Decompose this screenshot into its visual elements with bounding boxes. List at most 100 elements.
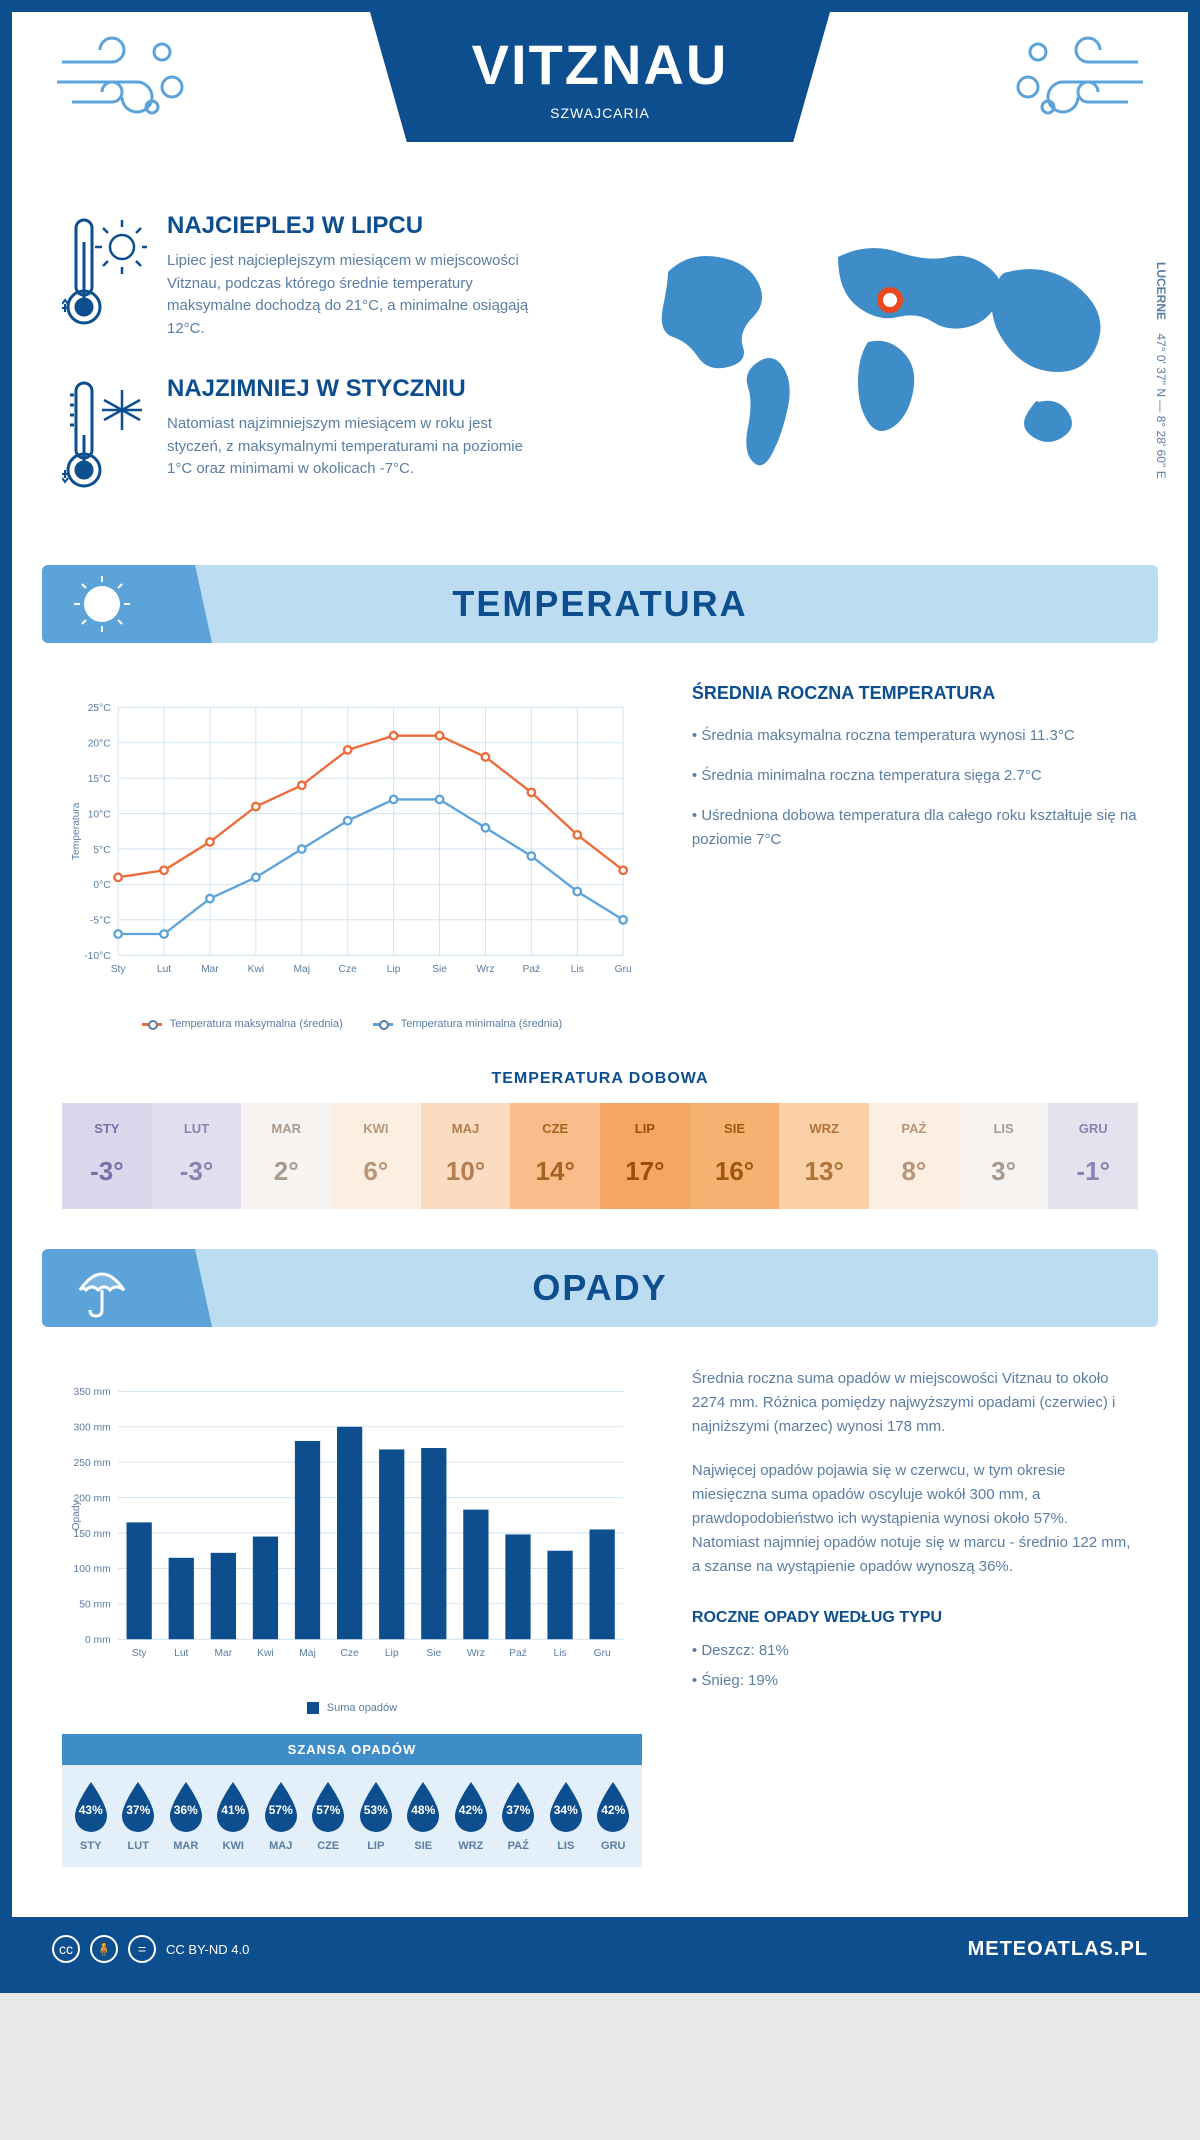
svg-text:Cze: Cze (340, 1648, 359, 1659)
facts-column: NAJCIEPLEJ W LIPCU Lipiec jest najcieple… (62, 212, 598, 535)
temp-bullet-0: • Średnia maksymalna roczna temperatura … (692, 724, 1138, 748)
drop-icon: 42% (449, 1780, 493, 1834)
chance-month: LIS (542, 1840, 590, 1852)
daily-value: 3° (959, 1144, 1049, 1199)
footer: cc 🧍 = CC BY-ND 4.0 METEOATLAS.PL (12, 1917, 1188, 1981)
coldest-text: NAJZIMNIEJ W STYCZNIU Natomiast najzimni… (167, 375, 547, 500)
sun-icon (42, 565, 212, 643)
daily-value: 17° (600, 1144, 690, 1199)
daily-month: LUT (152, 1113, 242, 1144)
daily-temp-title: TEMPERATURA DOBOWA (12, 1070, 1188, 1088)
svg-text:0°C: 0°C (93, 880, 111, 891)
daily-cell: CZE14° (510, 1103, 600, 1209)
temperature-header: TEMPERATURA (42, 565, 1158, 643)
by-type-rain: • Deszcz: 81% (692, 1639, 1138, 1663)
drop-icon: 57% (306, 1780, 350, 1834)
svg-text:Gru: Gru (615, 964, 632, 975)
precipitation-chart: 0 mm50 mm100 mm150 mm200 mm250 mm300 mm3… (62, 1367, 642, 1687)
chance-cell: 43% STY (67, 1780, 115, 1852)
chance-month: STY (67, 1840, 115, 1852)
daily-month: LIP (600, 1113, 690, 1144)
wind-icon (52, 32, 192, 127)
chance-value: 48% (411, 1803, 435, 1817)
temp-info-title: ŚREDNIA ROCZNA TEMPERATURA (692, 683, 1138, 704)
daily-value: 13° (779, 1144, 869, 1199)
temp-bullet-1: • Średnia minimalna roczna temperatura s… (692, 764, 1138, 788)
chance-row: 43% STY37%LUT36%MAR41% KWI 57% MAJ57%CZE53%L… (62, 1765, 642, 1867)
region-name: LUCERNE (1154, 262, 1168, 320)
daily-month: GRU (1048, 1113, 1138, 1144)
svg-text:Mar: Mar (215, 1648, 233, 1659)
license-text: CC BY-ND 4.0 (166, 1942, 249, 1957)
chance-month: GRU (590, 1840, 638, 1852)
chance-cell: 57%CZE (305, 1780, 353, 1852)
world-map (638, 212, 1138, 492)
brand: METEOATLAS.PL (968, 1938, 1148, 1961)
coldest-fact: NAJZIMNIEJ W STYCZNIU Natomiast najzimni… (62, 375, 598, 500)
drop-icon: 42% (591, 1780, 635, 1834)
chance-value: 42% (601, 1803, 625, 1817)
svg-text:15°C: 15°C (88, 774, 112, 785)
precipitation-title: OPADY (532, 1267, 667, 1309)
daily-cell: LUT-3° (152, 1103, 242, 1209)
svg-text:10°C: 10°C (88, 809, 112, 820)
svg-text:Sty: Sty (132, 1648, 148, 1659)
location-subtitle: SZWAJCARIA (370, 105, 830, 121)
chance-cell: 53%LIP (352, 1780, 400, 1852)
svg-text:Sty: Sty (111, 964, 127, 975)
chance-value: 37% (506, 1803, 530, 1817)
daily-value: 8° (869, 1144, 959, 1199)
drop-icon: 37% (496, 1780, 540, 1834)
daily-value: -1° (1048, 1144, 1138, 1199)
thermometer-snow-icon (62, 375, 147, 500)
legend-min: Temperatura minimalna (średnia) (401, 1018, 562, 1030)
coldest-title: NAJZIMNIEJ W STYCZNIU (167, 375, 547, 403)
chance-month: MAR (162, 1840, 210, 1852)
svg-text:0 mm: 0 mm (85, 1635, 111, 1646)
svg-text:Gru: Gru (594, 1648, 611, 1659)
chance-value: 57% (316, 1803, 340, 1817)
license-group: cc 🧍 = CC BY-ND 4.0 (52, 1935, 249, 1963)
temperature-body: -10°C-5°C0°C5°C10°C15°C20°C25°CStyLutMar… (12, 643, 1188, 1050)
daily-cell: MAR2° (241, 1103, 331, 1209)
daily-month: WRZ (779, 1113, 869, 1144)
chance-value: 43% (79, 1803, 103, 1817)
legend-sum: Suma opadów (327, 1702, 397, 1714)
svg-text:5°C: 5°C (93, 845, 111, 856)
by-type-snow: • Śnieg: 19% (692, 1669, 1138, 1693)
chance-value: 57% (269, 1803, 293, 1817)
svg-text:Kwi: Kwi (248, 964, 265, 975)
chance-cell: 36%MAR (162, 1780, 210, 1852)
daily-month: STY (62, 1113, 152, 1144)
daily-month: MAJ (421, 1113, 511, 1144)
svg-text:Lut: Lut (174, 1648, 188, 1659)
svg-text:50 mm: 50 mm (79, 1600, 110, 1611)
chance-month: PAŹ (495, 1840, 543, 1852)
chance-month: WRZ (447, 1840, 495, 1852)
svg-text:Lip: Lip (387, 964, 401, 975)
daily-value: 2° (241, 1144, 331, 1199)
chance-month: KWI (210, 1840, 258, 1852)
drop-icon: 37% (116, 1780, 160, 1834)
svg-text:Lis: Lis (554, 1648, 567, 1659)
svg-text:Mar: Mar (201, 964, 219, 975)
svg-text:Sie: Sie (432, 964, 447, 975)
chance-month: MAJ (257, 1840, 305, 1852)
precipitation-info: Średnia roczna suma opadów w miejscowośc… (692, 1367, 1138, 1867)
chance-cell: 37%LUT (115, 1780, 163, 1852)
daily-temp-row: STY-3°LUT-3°MAR2°KWI6°MAJ10°CZE14°LIP17°… (62, 1103, 1138, 1209)
daily-month: MAR (241, 1113, 331, 1144)
daily-cell: SIE16° (690, 1103, 780, 1209)
precipitation-body: 0 mm50 mm100 mm150 mm200 mm250 mm300 mm3… (12, 1327, 1188, 1887)
svg-text:Temperatura: Temperatura (71, 802, 82, 860)
svg-text:100 mm: 100 mm (74, 1564, 111, 1575)
warmest-desc: Lipiec jest najcieplejszym miesiącem w m… (167, 250, 547, 340)
svg-text:Paź: Paź (509, 1648, 527, 1659)
temperature-chart: -10°C-5°C0°C5°C10°C15°C20°C25°CStyLutMar… (62, 683, 642, 1030)
chance-header: SZANSA OPADÓW (62, 1734, 642, 1765)
drop-icon: 41% (211, 1780, 255, 1834)
location-marker (880, 290, 900, 310)
svg-text:250 mm: 250 mm (74, 1458, 111, 1469)
svg-text:20°C: 20°C (88, 739, 112, 750)
drop-icon: 43% (69, 1780, 113, 1834)
